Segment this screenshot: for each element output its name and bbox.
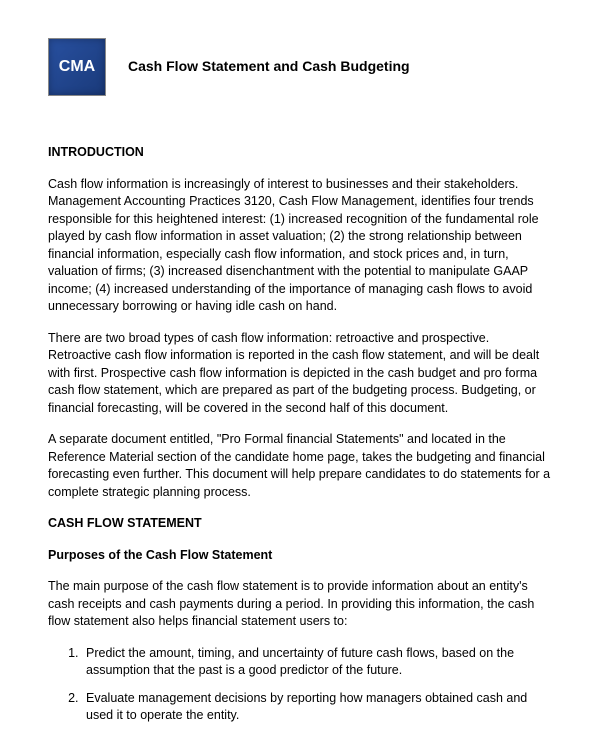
logo-text: CMA xyxy=(59,56,95,78)
cash-flow-statement-heading: CASH FLOW STATEMENT xyxy=(48,515,552,533)
cma-logo: CMA xyxy=(48,38,106,96)
list-item: Predict the amount, timing, and uncertai… xyxy=(82,645,552,680)
purposes-list: Predict the amount, timing, and uncertai… xyxy=(48,645,552,725)
purposes-paragraph: The main purpose of the cash flow statem… xyxy=(48,578,552,631)
introduction-heading: INTRODUCTION xyxy=(48,144,552,162)
document-header: CMA Cash Flow Statement and Cash Budgeti… xyxy=(48,38,552,96)
purposes-heading: Purposes of the Cash Flow Statement xyxy=(48,547,552,565)
document-title: Cash Flow Statement and Cash Budgeting xyxy=(128,57,410,77)
list-item: Evaluate management decisions by reporti… xyxy=(82,690,552,725)
intro-paragraph-3: A separate document entitled, "Pro Forma… xyxy=(48,431,552,501)
intro-paragraph-2: There are two broad types of cash flow i… xyxy=(48,330,552,418)
intro-paragraph-1: Cash flow information is increasingly of… xyxy=(48,176,552,316)
